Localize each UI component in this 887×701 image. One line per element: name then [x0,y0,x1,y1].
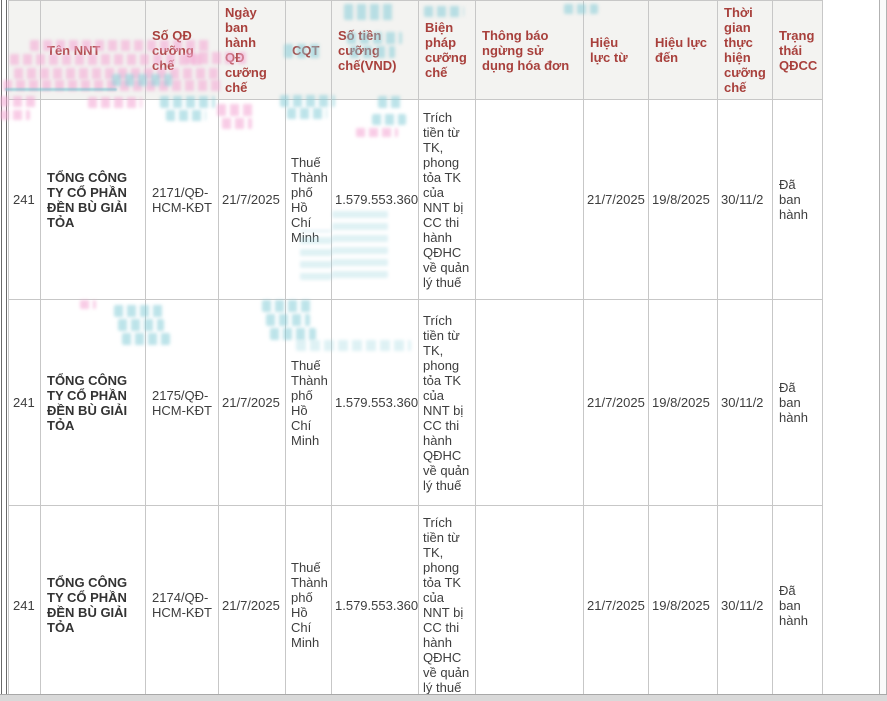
cell-status: Đã ban hành [772,99,823,300]
col-header-ngay-ban-hanh: Ngày ban hành QĐ cưỡng chế [218,0,286,100]
cell-enforcement-method: Trích tiền từ TK, phong tỏa TK của NNT b… [418,99,476,300]
table-row: 241 TỔNG CÔNG TY CỔ PHẦN ĐỀN BÙ GIẢI TỎA… [8,99,823,300]
col-header-ten-nnt: Tên NNT [40,0,146,100]
table-row: 241 TỔNG CÔNG TY CỔ PHẦN ĐỀN BÙ GIẢI TỎA… [8,299,823,506]
cell-tax-authority: Thuế Thành phố Hồ Chí Minh [285,99,332,300]
col-header-cqt: CQT [285,0,332,100]
table-left-outer-border [1,0,2,694]
cell-id: 241 [8,505,41,701]
cell-decision-number: 2175/QĐ-HCM-KĐT [145,299,219,506]
cell-invoice-notice [475,505,584,701]
cell-tax-authority: Thuế Thành phố Hồ Chí Minh [285,299,332,506]
cell-effective-to: 19/8/2025 [648,299,718,506]
cell-issue-date: 21/7/2025 [218,99,286,300]
cell-enforcement-time: 30/11/2 [717,99,773,300]
cell-enforcement-method: Trích tiền từ TK, phong tỏa TK của NNT b… [418,299,476,506]
cell-taxpayer-name: TỔNG CÔNG TY CỔ PHẦN ĐỀN BÙ GIẢI TỎA [40,299,146,506]
col-header-hieu-luc-tu: Hiệu lực từ [583,0,649,100]
cell-effective-to: 19/8/2025 [648,505,718,701]
cell-tax-authority: Thuế Thành phố Hồ Chí Minh [285,505,332,701]
col-header-trang-thai: Trạng thái QĐCC [772,0,823,100]
col-header-hieu-luc-den: Hiệu lực đến [648,0,718,100]
cell-effective-to: 19/8/2025 [648,99,718,300]
cell-amount: 1.579.553.360 [331,99,419,300]
cell-issue-date: 21/7/2025 [218,505,286,701]
col-header-so-tien: Số tiền cưỡng chế(VND) [331,0,419,100]
cell-status: Đã ban hành [772,299,823,506]
cell-enforcement-time: 30/11/2 [717,505,773,701]
cell-taxpayer-name: TỔNG CÔNG TY CỔ PHẦN ĐỀN BÙ GIẢI TỎA [40,505,146,701]
table-left-inner-border [6,0,7,694]
header-row: Tên NNT Số QĐ cưỡng chế Ngày ban hành QĐ… [8,0,823,100]
cell-status: Đã ban hành [772,505,823,701]
cell-enforcement-time: 30/11/2 [717,299,773,506]
cell-invoice-notice [475,299,584,506]
col-header-id [8,0,41,100]
enforcement-decision-table: Tên NNT Số QĐ cưỡng chế Ngày ban hành QĐ… [8,0,823,701]
cell-effective-from: 21/7/2025 [583,505,649,701]
cell-effective-from: 21/7/2025 [583,299,649,506]
col-header-thoi-gian: Thời gian thực hiện cưỡng chế [717,0,773,100]
col-header-so-qd: Số QĐ cưỡng chế [145,0,219,100]
cell-enforcement-method: Trích tiền từ TK, phong tỏa TK của NNT b… [418,505,476,701]
cell-id: 241 [8,299,41,506]
cell-amount: 1.579.553.360 [331,505,419,701]
cell-id: 241 [8,99,41,300]
horizontal-scrollbar[interactable] [0,694,887,701]
cell-amount: 1.579.553.360 [331,299,419,506]
cell-decision-number: 2174/QĐ-HCM-KĐT [145,505,219,701]
cell-effective-from: 21/7/2025 [583,99,649,300]
cell-decision-number: 2171/QĐ-HCM-KĐT [145,99,219,300]
col-header-thong-bao: Thông báo ngừng sử dụng hóa đơn [475,0,584,100]
cell-issue-date: 21/7/2025 [218,299,286,506]
cell-taxpayer-name: TỔNG CÔNG TY CỔ PHẦN ĐỀN BÙ GIẢI TỎA [40,99,146,300]
col-header-bien-phap: Biện pháp cưỡng chế [418,0,476,100]
table-row: 241 TỔNG CÔNG TY CỔ PHẦN ĐỀN BÙ GIẢI TỎA… [8,505,823,701]
vertical-scrollbar[interactable] [879,0,887,701]
cell-invoice-notice [475,99,584,300]
